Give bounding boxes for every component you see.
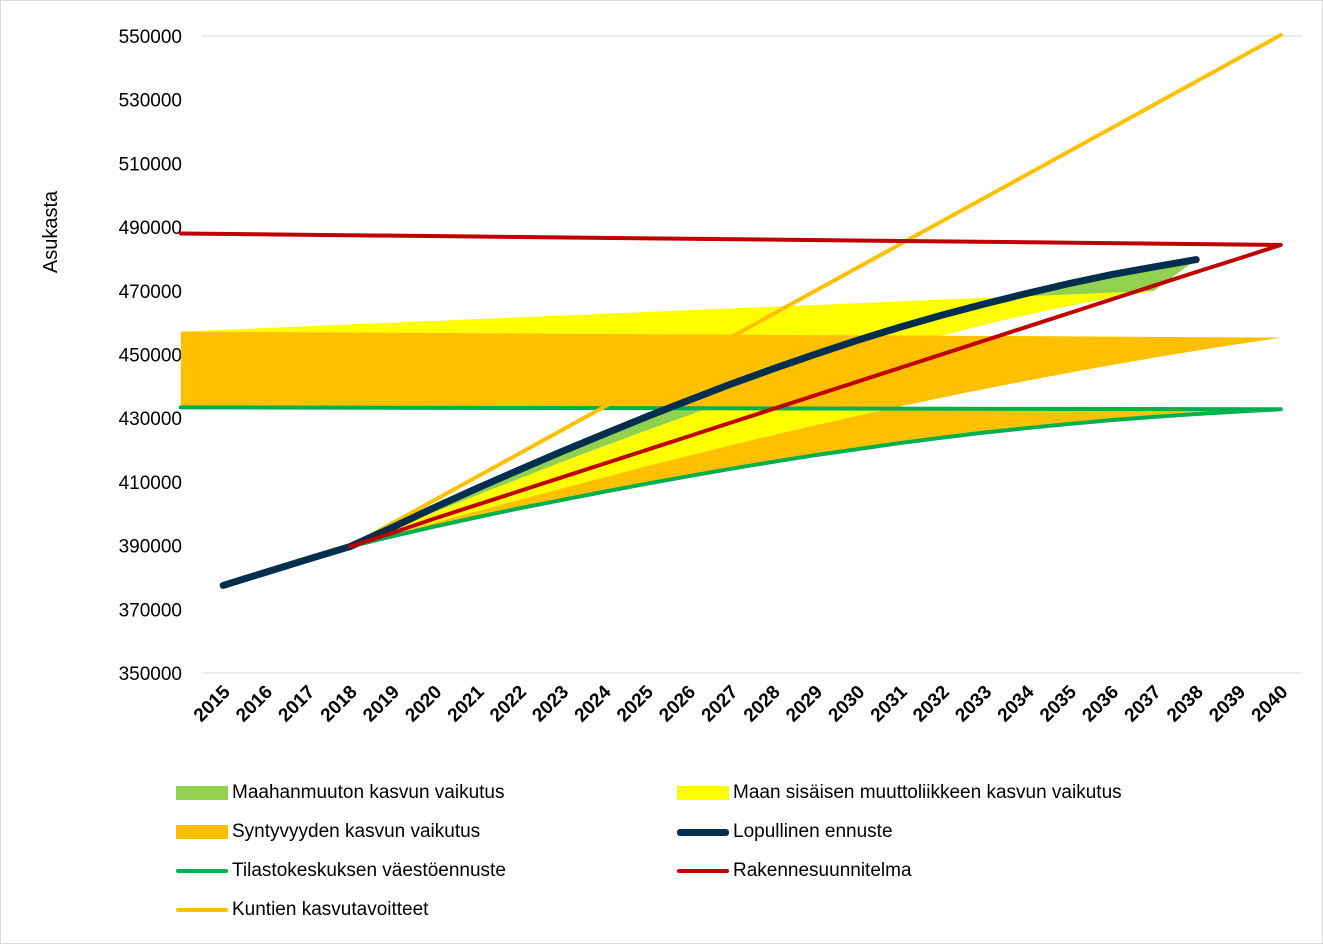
legend-label: Maan sisäisen muuttoliikkeen kasvun vaik… [733,782,1122,803]
y-tick-label: 530000 [119,91,182,112]
legend-label: Rakennesuunnitelma [733,860,912,881]
legend-label: Tilastokeskuksen väestöennuste [232,860,506,881]
y-tick-label: 390000 [119,537,182,558]
legend-label: Lopullinen ennuste [733,821,893,842]
y-tick-label: 430000 [119,409,182,430]
y-tick-label: 510000 [119,154,182,175]
legend-item: Syntyvyyden kasvun vaikutus [176,821,480,843]
legend-item: Kuntien kasvutavoitteet [176,899,428,921]
y-tick-label: 350000 [119,664,182,685]
legend-swatch-line [677,869,729,873]
line-kuntien-kasvutavoitteet [348,33,1283,549]
legend-item: Maahanmuuton kasvun vaikutus [176,782,505,804]
band-maahanmuuton-kasvun-vaikutus [350,259,1197,547]
band-syntyvyyden-kasvun-vaikutus [180,331,1281,547]
legend-item: Maan sisäisen muuttoliikkeen kasvun vaik… [677,782,1122,804]
y-tick-label: 490000 [119,218,182,239]
y-tick-label: 550000 [119,27,182,48]
legend-swatch-line [176,908,228,912]
legend-swatch-area [176,825,228,839]
legend-item: Tilastokeskuksen väestöennuste [176,860,506,882]
line-tilastokeskuksen-v-est-ennuste [178,405,1283,549]
legend-label: Kuntien kasvutavoitteet [232,899,429,920]
y-tick-label: 370000 [119,600,182,621]
y-axis-label: Asukasta [40,190,62,273]
line-rakennesuunnitelma [178,231,1283,549]
line-lopullinen-ennuste [219,256,1200,589]
legend-swatch-area [176,786,228,800]
y-tick-label: 410000 [119,473,182,494]
y-tick-label: 470000 [119,282,182,303]
y-tick-label: 450000 [119,346,182,367]
legend-swatch-area [677,786,729,800]
legend-swatch-line [677,828,729,836]
legend-label: Syntyvyyden kasvun vaikutus [232,821,481,842]
legend-swatch-line [176,869,228,873]
legend-item: Lopullinen ennuste [677,821,893,843]
legend-item: Rakennesuunnitelma [677,860,912,882]
legend-label: Maahanmuuton kasvun vaikutus [232,782,505,803]
